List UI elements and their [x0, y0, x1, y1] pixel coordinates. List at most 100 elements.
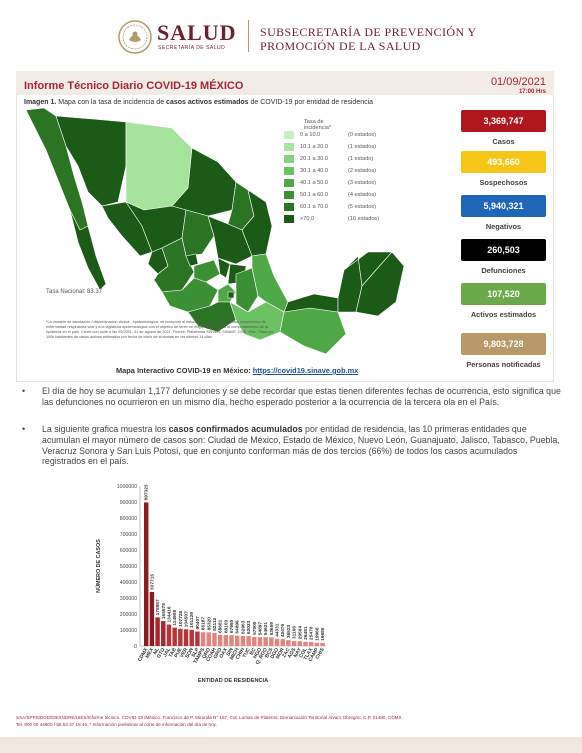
- interactive-map-label: Mapa Interactivo COVID-19 en México:: [116, 366, 253, 375]
- bar-value-label: 178957: [155, 599, 161, 615]
- map-state-slp: [207, 215, 253, 265]
- bar: [235, 635, 240, 646]
- stat-defunciones-label: Defunciones: [481, 266, 526, 275]
- x-tick-label: CHIH: [235, 647, 247, 661]
- bar: [269, 637, 274, 646]
- x-tick-label: COL: [298, 647, 308, 659]
- y-tick-label: 0: [134, 644, 137, 650]
- bar: [246, 636, 251, 646]
- legend-swatch: [284, 191, 294, 199]
- stat-sospechosos-label: Sospechosos: [479, 178, 528, 187]
- bar: [314, 642, 320, 646]
- bar: [297, 641, 302, 646]
- legend-row: >70.0 (16 estados): [284, 215, 394, 223]
- bar: [308, 641, 314, 646]
- bar: [303, 641, 308, 646]
- bar: [291, 641, 297, 646]
- bar-value-label: 337715: [149, 574, 155, 590]
- header-divider: [248, 20, 249, 52]
- bar-value-label: 19966: [314, 627, 320, 641]
- bar-value-label: 155578: [161, 603, 167, 619]
- bar: [189, 629, 194, 646]
- map-state-qro: [217, 257, 231, 279]
- legend-swatch: [284, 203, 294, 211]
- legend-count: (4 estados): [348, 192, 376, 198]
- y-tick-label: 700000: [120, 532, 137, 538]
- legend-range: 20.1 a 30.0: [300, 156, 328, 162]
- map-state-cdmx: [227, 291, 235, 299]
- mexico-map[interactable]: [22, 106, 422, 368]
- report-title-band: [16, 71, 554, 95]
- bar: [161, 621, 166, 646]
- map-caption: Imagen 1. Mapa con la tasa de incidencia…: [24, 99, 373, 106]
- legend-swatch: [284, 131, 294, 139]
- bar: [206, 632, 211, 646]
- bar-value-label: 86187: [201, 617, 207, 631]
- stat-notificadas-value: 9,803,728: [461, 333, 546, 355]
- x-tick-label: BCS: [264, 646, 275, 659]
- stat-notificadas-label: Personas notificadas: [466, 360, 541, 369]
- bar: [195, 631, 200, 646]
- map-state-ver: [251, 253, 289, 313]
- bar: [172, 627, 177, 646]
- bar-value-label: 29564: [297, 626, 303, 640]
- x-tick-label: SIN: [225, 647, 235, 658]
- bar-value-label: 62033: [246, 620, 252, 634]
- bar-value-label: 54621: [263, 622, 269, 636]
- stat-activos-value: 107,520: [461, 283, 546, 305]
- bar-value-label: 53659: [269, 622, 275, 636]
- legend-swatch: [284, 143, 294, 151]
- report-date: 01/09/2021: [490, 76, 546, 88]
- bar-value-label: 42476: [280, 624, 286, 638]
- x-tick-label: MEX: [145, 646, 156, 659]
- stat-casos-value: 3,369,747: [461, 110, 546, 132]
- interactive-map-link[interactable]: https://covid19.sinave.gob.mx: [252, 366, 359, 375]
- bar: [240, 635, 246, 646]
- legend-count: (5 estados): [348, 204, 376, 210]
- bar-value-label: 101129: [189, 612, 195, 628]
- bar-value-label: 68681: [218, 619, 224, 633]
- bar-value-label: 36523: [286, 624, 292, 638]
- bar-value-label: 85320: [206, 617, 212, 631]
- bar-value-label: 82112: [212, 617, 218, 630]
- legend-range: 40.1 a 50.0: [300, 180, 328, 186]
- x-tick-label: QRO: [201, 647, 212, 660]
- bar-value-label: 104507: [184, 611, 190, 627]
- legend-row: 30.1 a 40.0 (2 estados): [284, 167, 394, 175]
- government-seal-icon: [118, 20, 152, 54]
- x-tick-label: SLP: [191, 646, 201, 658]
- bullet-text: La siguiente grafica muestra los casos c…: [42, 424, 562, 467]
- legend-range: 10.1 a 20.0: [300, 144, 328, 150]
- x-tick-label: JAL: [162, 647, 172, 658]
- stat-defunciones-value: 260,503: [461, 239, 546, 261]
- bullet-text-before: La siguiente grafica muestra los: [42, 424, 169, 434]
- footer-decorative-band: [0, 737, 582, 753]
- y-tick-label: 800000: [120, 516, 137, 522]
- x-tick-label: CHIS: [315, 646, 327, 660]
- y-tick-label: 900000: [120, 500, 137, 506]
- legend-range: 60.1 a 70.0: [300, 204, 328, 210]
- legend-range: >70.0: [300, 216, 315, 222]
- y-tick-label: 200000: [120, 612, 137, 618]
- bar: [166, 624, 172, 646]
- legend-swatch: [284, 167, 294, 175]
- bullet-text-after: por entidad de residencia, las 10 primer…: [42, 424, 560, 467]
- cases-by-state-chart: 0 100000 200000 300000 400000 500000 600000 700…: [95, 484, 327, 684]
- legend-count: (16 estados): [348, 216, 380, 222]
- legend-swatch: [284, 179, 294, 187]
- y-tick-label: 500000: [120, 564, 137, 570]
- x-tick-label: OAX: [218, 646, 229, 659]
- bullet-text-bold: casos confirmados acumulados: [168, 424, 303, 434]
- bar-value-label: 114908: [172, 610, 178, 626]
- bar-value-label: 107725: [178, 610, 184, 626]
- bar: [223, 635, 229, 646]
- legend-range: 0 a 10.0: [300, 132, 321, 138]
- stat-casos-label: Casos: [492, 137, 515, 146]
- legend-count: (3 estados): [348, 180, 376, 186]
- footer-line-2: Tel. 800 00 44800 / 55 53 37 18 45. * In…: [16, 722, 217, 727]
- x-tick-label: SON: [184, 647, 195, 660]
- bar: [217, 635, 223, 646]
- x-tick-label: AGS: [287, 646, 298, 659]
- brand-subtitle: SECRETARÍA DE SALUD: [158, 45, 226, 51]
- page-header: SALUD SECRETARÍA DE SALUD SUBSECRETARÍA …: [0, 0, 582, 64]
